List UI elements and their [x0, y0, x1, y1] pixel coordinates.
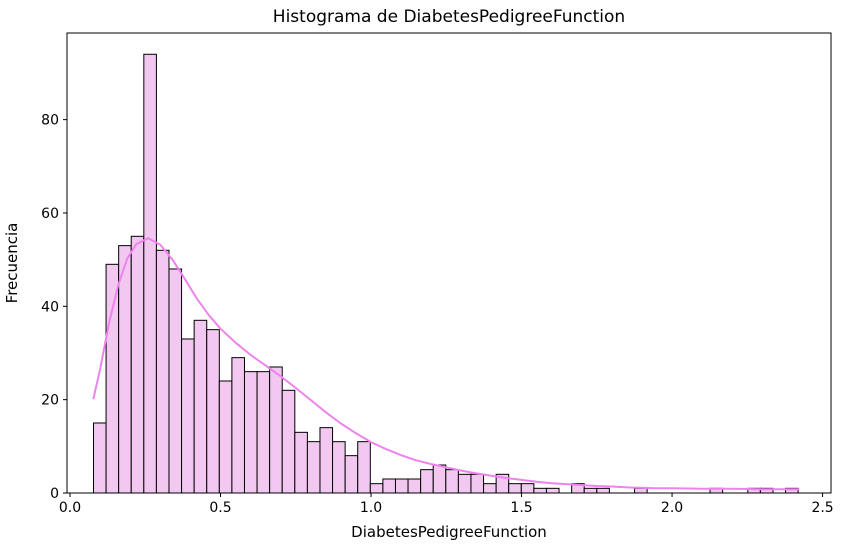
histogram-bar: [231, 357, 245, 494]
histogram-bar: [596, 487, 610, 494]
histogram-bar: [206, 329, 220, 494]
y-axis-tick-label: 40: [41, 299, 59, 315]
x-axis-tick-label: 1.5: [510, 500, 532, 516]
x-axis-tick-label: 0.0: [59, 500, 81, 516]
chart-title: Histograma de DiabetesPedigreeFunction: [273, 7, 625, 27]
y-axis-tick-label: 80: [41, 113, 59, 129]
histogram-bar: [118, 245, 132, 494]
histogram-bar: [407, 478, 422, 494]
y-axis-tick-label: 20: [41, 393, 59, 409]
histogram-bar: [130, 235, 145, 494]
histogram-bar: [382, 478, 396, 494]
histogram-bar: [457, 473, 472, 494]
histogram-bar: [105, 263, 120, 494]
histogram-bar: [294, 431, 308, 494]
x-axis-tick-label: 1.0: [360, 500, 382, 516]
histogram-bar: [508, 483, 522, 494]
histogram-bar: [432, 464, 447, 494]
histogram-bar: [470, 473, 485, 494]
y-axis-tick-label: 0: [50, 486, 59, 502]
histogram-bar: [583, 487, 598, 494]
histogram-bar: [269, 366, 283, 494]
y-axis-tick-label: 60: [41, 206, 59, 222]
x-axis-ticks: 0.0 0.5 1.0 1.5 2.0 2.5: [59, 493, 834, 516]
plot-border: [66, 32, 832, 494]
histogram-bar: [357, 441, 371, 494]
histogram-bar: [243, 371, 258, 494]
histogram-bar: [520, 483, 535, 494]
y-axis-label: Frecuencia: [3, 223, 21, 304]
histogram-bar: [306, 441, 321, 494]
histogram-bar: [319, 427, 334, 494]
x-axis-tick-label: 2.0: [661, 500, 683, 516]
y-axis-ticks: 0 20 40 60 80: [41, 113, 67, 502]
kde-curve: [92, 237, 800, 491]
x-axis-tick-label: 0.5: [209, 500, 231, 516]
histogram-bar: [369, 483, 384, 494]
histogram-bar: [394, 478, 409, 494]
histogram-bar: [92, 422, 107, 494]
histogram-bar: [344, 455, 359, 494]
histogram-bar: [533, 487, 547, 494]
x-axis-tick-label: 2.5: [811, 500, 833, 516]
histogram-bar: [445, 469, 459, 494]
histogram-bar: [256, 371, 271, 494]
histogram-bar: [634, 487, 648, 494]
histogram-bar: [281, 389, 296, 494]
histogram-bar: [193, 319, 208, 494]
histogram-bar: [155, 249, 170, 494]
histogram-bars: [92, 53, 799, 494]
histogram-bar: [332, 441, 346, 494]
x-axis-label: DiabetesPedigreeFunction: [351, 523, 547, 541]
histogram-bar: [218, 380, 233, 494]
histogram-bar: [420, 469, 434, 494]
histogram-bar: [483, 483, 497, 494]
histogram-bar: [143, 53, 157, 494]
histogram-bar: [168, 268, 183, 494]
histogram-bar: [545, 487, 560, 494]
histogram-bar: [181, 338, 195, 494]
